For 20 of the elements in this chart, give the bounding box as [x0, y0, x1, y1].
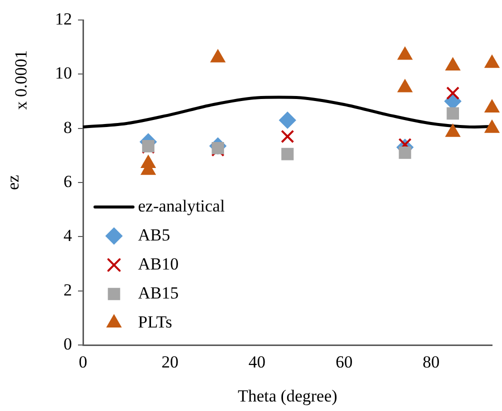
legend-label: AB15	[138, 283, 179, 302]
x-tick-label: 0	[78, 352, 88, 372]
legend-label: PLTs	[138, 312, 172, 332]
legend-label: ez-analytical	[138, 196, 226, 216]
y-tick-label: 0	[64, 334, 72, 354]
y-tick-label: 2	[64, 280, 72, 300]
y-tick-label: 8	[64, 118, 72, 137]
y-tick-label: 4	[64, 226, 72, 246]
legend-label: AB10	[138, 254, 179, 274]
x-tick-label: 80	[422, 352, 440, 372]
x-tick-label: 60	[336, 352, 353, 372]
text: x 0.0001	[11, 50, 30, 110]
legend-label: AB5	[138, 225, 170, 244]
x-axis-title: Theta (degree)	[238, 386, 338, 406]
x-tick-label: 20	[162, 352, 179, 372]
y-tick-label: 12	[55, 9, 72, 28]
y-tick-label: 10	[55, 64, 72, 83]
y-tick-label: 6	[64, 172, 72, 191]
y-axis-title: ez	[4, 174, 23, 190]
x-tick-label: 40	[248, 352, 266, 372]
